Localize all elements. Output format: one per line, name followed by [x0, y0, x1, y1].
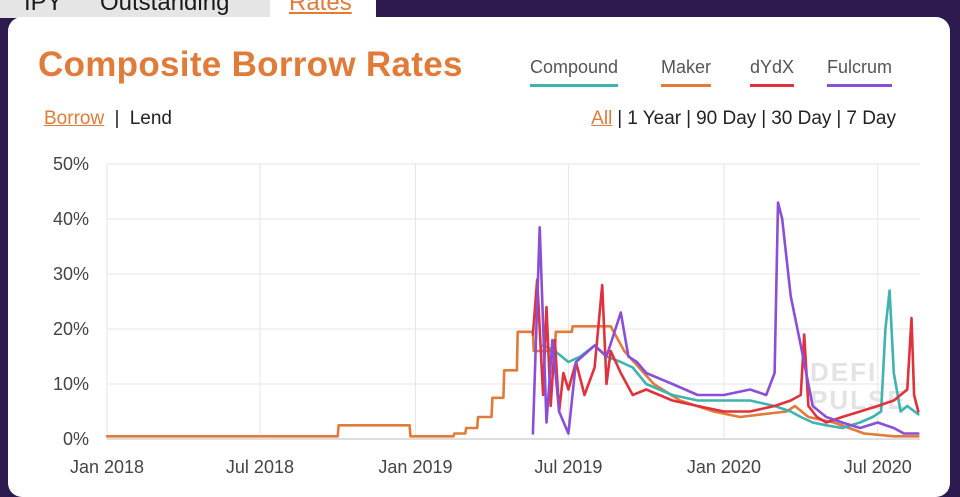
range-1-year[interactable]: 1 Year [627, 108, 682, 129]
mode-separator: | [114, 108, 120, 129]
x-tick-label: Jul 2019 [534, 457, 602, 477]
y-tick-label: 30% [53, 264, 89, 284]
x-tick-label: Jan 2019 [378, 457, 452, 477]
range-7-day[interactable]: 7 Day [846, 108, 896, 129]
tab-outstanding[interactable]: Outstanding [100, 0, 230, 16]
chart-title: Composite Borrow Rates [38, 45, 463, 84]
inactive-tabs-background [0, 0, 270, 18]
tab-bar: IPY Outstanding Rates [0, 0, 380, 18]
legend-fulcrum[interactable]: Fulcrum [827, 57, 893, 87]
y-tick-label: 10% [53, 374, 89, 394]
lend-toggle[interactable]: Lend [129, 108, 172, 129]
borrow-rates-chart: 0% 10% 20% 30% 40% 50% Jan 2018 Jul 2018 Jan 201… [53, 154, 920, 477]
range-separator: | [761, 108, 767, 129]
legend-dydx[interactable]: dYdX [750, 57, 795, 87]
x-tick-label: Jul 2020 [844, 457, 912, 477]
x-tick-label: Jul 2018 [226, 457, 294, 477]
watermark-logo: DEFI PULSE [810, 358, 907, 414]
y-tick-label: 20% [53, 319, 89, 339]
range-90-day[interactable]: 90 Day [696, 108, 757, 129]
range-separator: | [686, 108, 692, 129]
range-separator: | [617, 108, 623, 129]
borrow-toggle[interactable]: Borrow [44, 108, 105, 129]
series-line-fulcrum [531, 201, 920, 435]
x-tick-label: Jan 2018 [70, 457, 144, 477]
tab-rates[interactable]: Rates [289, 0, 352, 16]
range-all[interactable]: All [591, 108, 613, 129]
active-tab-background [270, 0, 376, 18]
y-tick-label: 0% [63, 429, 89, 449]
series-line-maker [105, 324, 920, 438]
tab-ipy[interactable]: IPY [24, 0, 63, 16]
mode-toggle: Borrow | Lend [44, 108, 172, 130]
range-separator: | [836, 108, 842, 129]
range-30-day[interactable]: 30 Day [771, 108, 832, 129]
watermark-line2: PULSE [810, 385, 907, 415]
x-tick-label: Jan 2020 [687, 457, 761, 477]
legend-compound[interactable]: Compound [530, 57, 619, 87]
watermark-line1: DEFI [810, 357, 878, 387]
range-selector: All | 1 Year | 90 Day | 30 Day | 7 Day [591, 108, 896, 130]
y-tick-label: 40% [53, 209, 89, 229]
y-tick-label: 50% [53, 154, 89, 174]
legend-maker[interactable]: Maker [661, 57, 712, 87]
